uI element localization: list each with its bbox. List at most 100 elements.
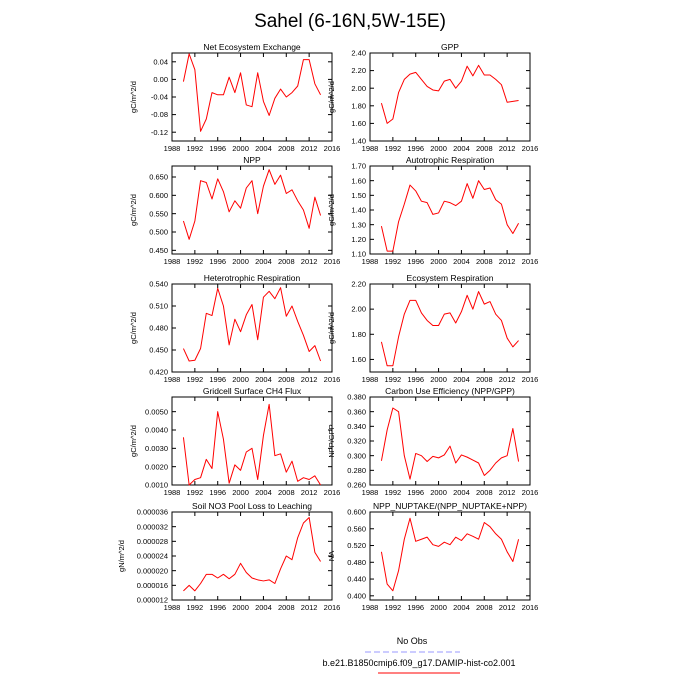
x-tick-label: 1992 [187, 257, 204, 266]
x-tick-label: 1996 [407, 144, 424, 153]
y-tick-label: 0.000024 [137, 552, 168, 561]
x-tick-label: 2000 [430, 257, 447, 266]
x-tick-label: 2012 [499, 144, 516, 153]
y-tick-label: 0.520 [347, 541, 366, 550]
y-axis-label: gC/m^2/d [129, 312, 138, 344]
x-tick-label: 2004 [255, 603, 272, 612]
x-tick-label: 1992 [385, 257, 402, 266]
x-tick-label: 2012 [301, 144, 318, 153]
plot-frame [369, 52, 531, 142]
x-tick-label: 2012 [499, 257, 516, 266]
x-tick-label: 2008 [278, 144, 295, 153]
x-tick-label: 1992 [385, 375, 402, 384]
x-tick-label: 2012 [499, 603, 516, 612]
x-tick-label: 2008 [476, 488, 493, 497]
legend-model-label: b.e21.B1850cmip6.f09_g17.DAMIP-hist-co2.… [322, 658, 515, 668]
x-tick-label: 2008 [476, 144, 493, 153]
y-tick-label: 0.000020 [137, 566, 168, 575]
y-tick-label: 2.40 [351, 49, 366, 58]
y-axis-label: gC/m^2/d [129, 194, 138, 226]
x-tick-label: 2012 [301, 488, 318, 497]
y-tick-label: 0.360 [347, 407, 366, 416]
y-tick-label: 0.650 [149, 173, 168, 182]
y-tick-label: 1.60 [351, 176, 366, 185]
x-tick-label: 2016 [522, 603, 539, 612]
series-line-0 [182, 403, 321, 486]
plot-frame [369, 511, 531, 601]
figure-title: Sahel (6-16N,5W-15E) [254, 11, 446, 32]
y-tick-label: 0.04 [153, 57, 168, 66]
y-tick-label: -0.12 [151, 128, 168, 137]
y-axis-label: gC/m^2/d [129, 425, 138, 457]
y-tick-label: 1.80 [351, 330, 366, 339]
y-tick-label: 1.40 [351, 137, 366, 146]
y-tick-label: 0.600 [347, 508, 366, 517]
y-tick-label: 0.000036 [137, 508, 168, 517]
y-tick-label: 1.80 [351, 101, 366, 110]
series-line-0 [380, 180, 520, 252]
panel-9: NPP_NUPTAKE/(NPP_NUPTAKE+NPP) 1988 1992 199… [327, 501, 538, 612]
y-tick-label: 0.510 [149, 302, 168, 311]
x-tick-label: 1996 [407, 375, 424, 384]
panel-7: Carbon Use Efficiency (NPP/GPP) 1988 1992 1… [327, 386, 538, 497]
y-tick-label: 0.00 [153, 75, 168, 84]
x-tick-label: 1988 [362, 144, 379, 153]
y-tick-label: 0.300 [347, 451, 366, 460]
x-tick-label: 2000 [232, 144, 249, 153]
x-tick-label: 2004 [255, 257, 272, 266]
x-tick-label: 2004 [453, 144, 470, 153]
x-tick-label: 2012 [301, 375, 318, 384]
y-tick-label: 0.480 [149, 324, 168, 333]
x-tick-label: 2000 [232, 375, 249, 384]
x-tick-label: 1988 [164, 375, 181, 384]
x-tick-label: 1988 [164, 257, 181, 266]
y-tick-label: 0.480 [347, 558, 366, 567]
panel-title: Gridcell Surface CH4 Flux [203, 386, 302, 396]
y-axis-label: gC/m^2/d [327, 194, 336, 226]
y-tick-label: 2.00 [351, 84, 366, 93]
x-tick-label: 2000 [430, 375, 447, 384]
plot-frame [369, 165, 531, 255]
x-tick-label: 2016 [324, 144, 341, 153]
x-tick-label: 2004 [453, 375, 470, 384]
y-tick-label: 1.30 [351, 220, 366, 229]
y-tick-label: 0.550 [149, 209, 168, 218]
x-tick-label: 2000 [232, 488, 249, 497]
x-tick-label: 2016 [324, 603, 341, 612]
x-tick-label: 1988 [362, 375, 379, 384]
y-tick-label: 0.560 [347, 524, 366, 533]
plot-frame [171, 511, 333, 601]
y-tick-label: 0.400 [347, 591, 366, 600]
y-axis-label: gN/m^2/d [117, 540, 126, 572]
y-tick-label: 0.000032 [137, 522, 168, 531]
panel-2: NPP 1988 1992 1996 2000 2004 2008 2012 2016 0.450… [129, 155, 340, 266]
y-tick-label: 2.20 [351, 280, 366, 289]
y-tick-label: 0.420 [149, 368, 168, 377]
y-tick-label: 2.20 [351, 66, 366, 75]
x-tick-label: 1988 [362, 603, 379, 612]
y-tick-label: 0.380 [347, 393, 366, 402]
x-tick-label: 1992 [187, 603, 204, 612]
plot-frame [171, 396, 333, 486]
x-tick-label: 2000 [232, 603, 249, 612]
panel-title: Autotrophic Respiration [406, 155, 495, 165]
y-tick-label: 1.60 [351, 355, 366, 364]
x-tick-label: 2000 [430, 603, 447, 612]
x-tick-label: 2012 [301, 257, 318, 266]
x-tick-label: 1996 [407, 603, 424, 612]
series-line-0 [380, 64, 519, 124]
x-tick-label: 2004 [255, 144, 272, 153]
series-line-0 [183, 517, 321, 592]
y-tick-label: 0.500 [149, 228, 168, 237]
y-tick-label: 0.540 [149, 280, 168, 289]
x-tick-label: 2012 [499, 488, 516, 497]
x-tick-label: 2000 [430, 488, 447, 497]
x-tick-label: 2004 [255, 375, 272, 384]
y-tick-label: 0.280 [347, 466, 366, 475]
panel-title: NPP_NUPTAKE/(NPP_NUPTAKE+NPP) [373, 501, 527, 511]
y-tick-label: 0.0050 [145, 407, 168, 416]
y-tick-label: 1.20 [351, 235, 366, 244]
y-tick-label: 0.260 [347, 481, 366, 490]
y-tick-label: 2.00 [351, 305, 366, 314]
y-tick-label: 0.340 [347, 422, 366, 431]
